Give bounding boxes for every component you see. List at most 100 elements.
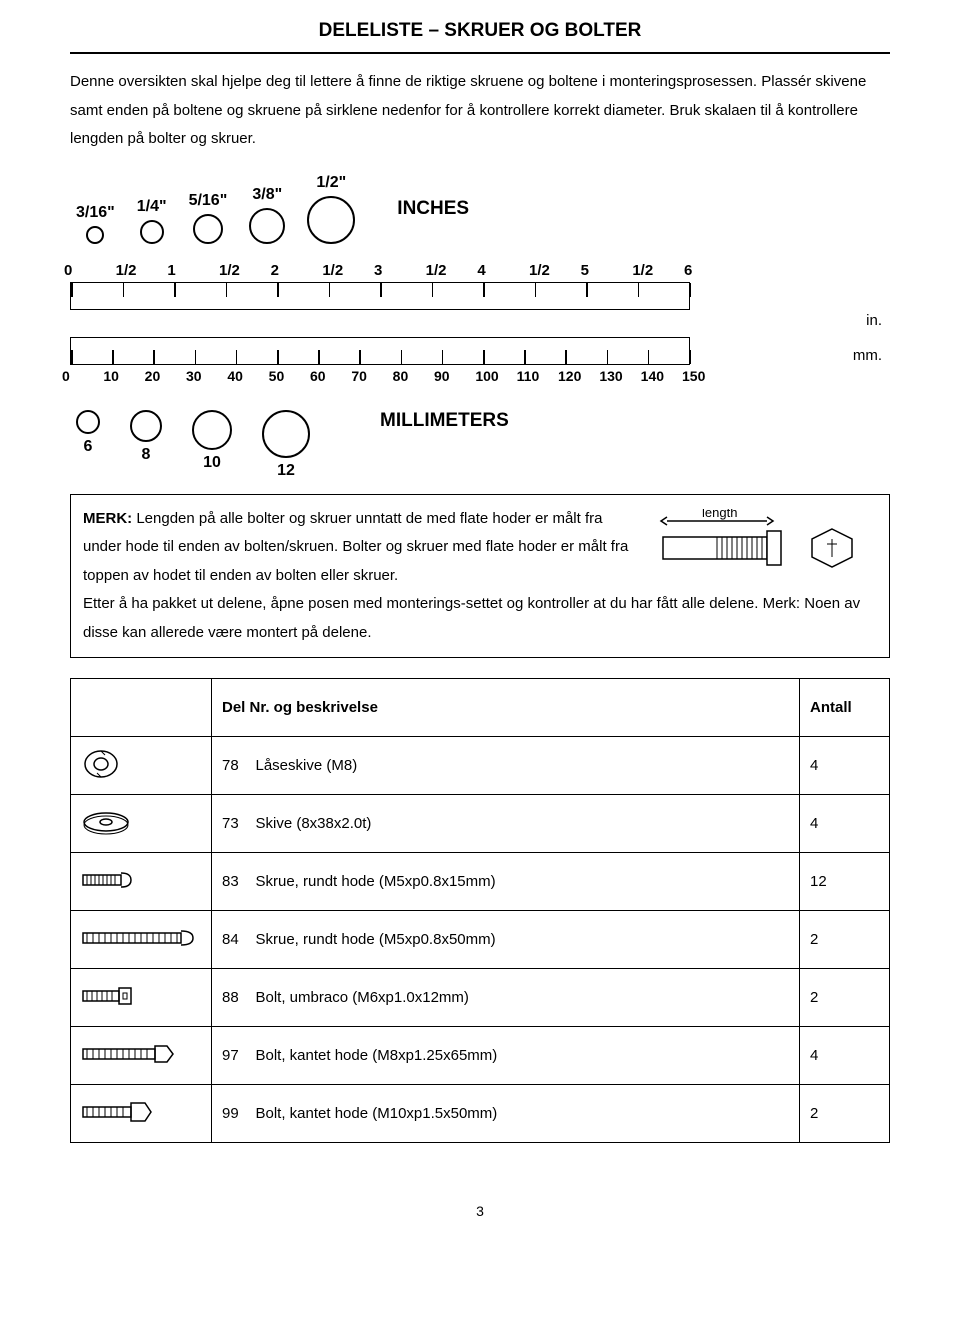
part-icon-cell [71,911,212,969]
ruler-tick [524,350,526,364]
ruler-tick-label: 3 [374,262,382,279]
ruler-tick-label: 1 [167,262,175,279]
ruler-tick-label: 70 [351,368,367,384]
ruler-in-labels: 01/211/221/231/241/251/26 [70,262,710,280]
ruler-tick [607,350,609,364]
inch-circle-group: 5/16" [189,192,228,244]
intro-paragraph: Denne oversikten skal hjelpe deg til let… [70,68,890,154]
inch-circle-group: 1/4" [137,198,167,244]
table-row: 84Skrue, rundt hode (M5xp0.8x50mm)2 [71,911,890,969]
inch-circle-group: 1/2" [307,174,355,244]
part-description: Bolt, kantet hode (M10xp1.5x50mm) [248,1085,800,1143]
ruler-tick-label: 1/2 [322,262,343,279]
part-description: Skive (8x38x2.0t) [248,795,800,853]
part-description: Skrue, rundt hode (M5xp0.8x15mm) [248,853,800,911]
ruler-tick [535,283,537,297]
part-number: 73 [212,795,248,853]
mm-circle-group: 10 [192,410,232,472]
ruler-in [70,282,690,310]
ruler-tick [71,283,73,297]
inch-circle-label: 1/2" [316,174,346,192]
ruler-tick-label: 130 [599,368,622,384]
part-icon-cell [71,853,212,911]
ruler-tick-label: 1/2 [219,262,240,279]
ruler-tick [123,283,125,297]
ruler-tick-label: 120 [558,368,581,384]
table-row: 99Bolt, kantet hode (M10xp1.5x50mm)2 [71,1085,890,1143]
ruler-tick-label: 1/2 [529,262,550,279]
part-icon-cell [71,737,212,795]
table-row: 78Låseskive (M8)4 [71,737,890,795]
ruler-tick [432,283,434,297]
ruler-inches-block: 01/211/221/231/241/251/26 in. [70,262,890,329]
mm-label: MILLIMETERS [380,410,509,432]
bolt-length-diagram: length [657,505,877,584]
ruler-tick [648,350,650,364]
ruler-tick [318,350,320,364]
intro-text: Denne oversikten skal hjelpe deg til let… [70,68,890,154]
mm-circle-group: 6 [76,410,100,456]
ruler-tick [277,350,279,364]
note-text-1: Lengden på alle bolter og skruer unntatt… [83,510,628,584]
part-icon-cell [71,1085,212,1143]
table-row: 83Skrue, rundt hode (M5xp0.8x15mm)12 [71,853,890,911]
inches-label: INCHES [397,198,469,220]
part-description: Bolt, umbraco (M6xp1.0x12mm) [248,969,800,1027]
part-description: Låseskive (M8) [248,737,800,795]
page-title: DELELISTE – SKRUER OG BOLTER [70,20,890,42]
mm-circle [192,410,232,450]
inches-circles-row: 3/16" 1/4" 5/16" 3/8" 1/2" INCHES [76,174,890,244]
mm-circle-label: 8 [142,446,151,464]
ruler-tick-label: 0 [64,262,72,279]
part-number: 83 [212,853,248,911]
mm-circle [76,410,100,434]
mm-circle [130,410,162,442]
ruler-tick [359,350,361,364]
note-box: MERK: Lengden på alle bolter og skruer u… [70,494,890,659]
ruler-tick-label: 90 [434,368,450,384]
ruler-tick [565,350,567,364]
header-image [71,679,212,737]
part-qty: 2 [800,969,890,1027]
ruler-tick-label: 30 [186,368,202,384]
part-qty: 12 [800,853,890,911]
ruler-tick [174,283,176,297]
mm-circle-label: 12 [277,462,295,480]
part-number: 84 [212,911,248,969]
ruler-tick-label: 80 [393,368,409,384]
ruler-tick [236,350,238,364]
ruler-tick-label: 10 [103,368,119,384]
ruler-tick [71,350,73,364]
ruler-tick-label: 2 [271,262,279,279]
ruler-tick-label: 20 [145,368,161,384]
mm-circle-group: 12 [262,410,310,480]
inch-circle-group: 3/16" [76,204,115,244]
part-number: 97 [212,1027,248,1085]
ruler-tick [442,350,444,364]
ruler-tick [638,283,640,297]
mm-circle-label: 6 [84,438,93,456]
part-description: Skrue, rundt hode (M5xp0.8x50mm) [248,911,800,969]
title-divider [70,52,890,54]
ruler-tick-label: 0 [62,368,70,384]
ruler-tick-label: 1/2 [632,262,653,279]
note-paragraph-1: MERK: Lengden på alle bolter og skruer u… [83,505,643,591]
ruler-tick [586,283,588,297]
ruler-mm-block: mm. 010203040506070809010011012013014015… [70,337,890,386]
ruler-mm-labels: 0102030405060708090100110120130140150 [70,368,710,386]
inch-circle-label: 1/4" [137,198,167,216]
ruler-tick-label: 50 [269,368,285,384]
mm-circle-group: 8 [130,410,162,464]
ruler-tick [401,350,403,364]
table-row: 88Bolt, umbraco (M6xp1.0x12mm)2 [71,969,890,1027]
ruler-tick-label: 4 [477,262,485,279]
mm-circles-row: 6 8 10 12 MILLIMETERS [76,410,890,480]
table-row: 97Bolt, kantet hode (M8xp1.25x65mm)4 [71,1027,890,1085]
note-top: MERK: Lengden på alle bolter og skruer u… [83,505,877,591]
part-number: 88 [212,969,248,1027]
part-icon-cell [71,1027,212,1085]
inch-circle-group: 3/8" [249,186,285,244]
ruler-tick [226,283,228,297]
ruler-tick-label: 5 [581,262,589,279]
ruler-tick [689,350,691,364]
